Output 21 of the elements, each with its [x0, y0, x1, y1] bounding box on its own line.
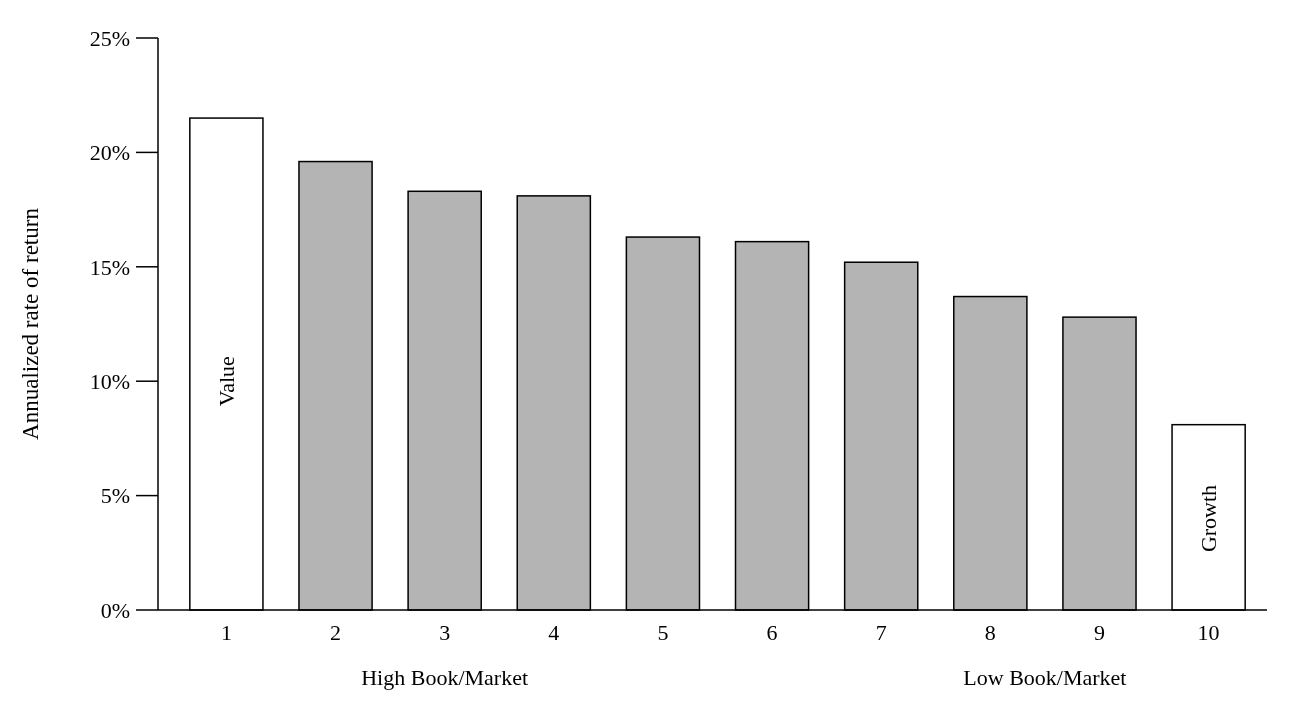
y-tick-label: 20% [89, 140, 130, 166]
annotation: Growth [1196, 484, 1222, 553]
text: Low Book/Market [963, 665, 1127, 690]
x-tick-label: 10 [1197, 620, 1220, 645]
text: High Book/Market [361, 665, 529, 690]
x-tick-label: 9 [1093, 620, 1105, 645]
y-tick-label: 25% [89, 25, 130, 51]
y-axis-title: Annualized rate of return [18, 207, 43, 440]
annotation: Value [214, 356, 240, 407]
x-tick-label: 2 [330, 620, 342, 645]
y-tick-label: 15% [89, 254, 130, 280]
y-tick-label: 10% [89, 368, 130, 394]
y-tick-label: 5% [100, 483, 130, 509]
x-tick-label: 6 [766, 620, 778, 645]
y-tick-label: 0% [100, 597, 130, 623]
x-tick-label: 1 [220, 620, 232, 645]
x-tick-label: 5 [657, 620, 669, 645]
x-tick-label: 3 [439, 620, 451, 645]
x-tick-label: 4 [548, 620, 560, 645]
x-tick-label: 7 [875, 620, 887, 645]
x-tick-label: 8 [984, 620, 996, 645]
